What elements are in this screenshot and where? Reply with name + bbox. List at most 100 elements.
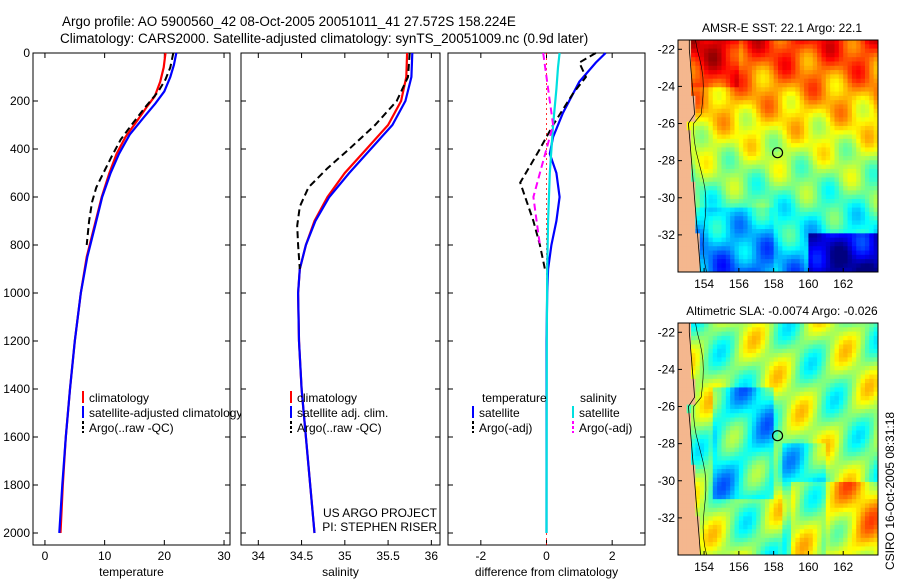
map-cell	[825, 254, 831, 260]
map-cell	[704, 383, 709, 388]
map-cell	[769, 40, 775, 45]
map-cell	[791, 259, 796, 264]
map-cell	[773, 40, 779, 45]
map-cell	[795, 348, 801, 354]
map-cell	[682, 404, 688, 410]
map-cell	[747, 91, 753, 97]
map-cell	[786, 361, 792, 367]
map-cell	[704, 220, 709, 226]
map-cell	[817, 207, 822, 213]
map-cell	[747, 361, 753, 367]
map-cell	[869, 203, 875, 208]
map-cell	[860, 95, 866, 101]
map-cell	[808, 177, 814, 183]
map-cell	[691, 52, 696, 58]
map-cell	[838, 456, 844, 461]
map-cell	[786, 434, 792, 440]
map-cell	[747, 520, 753, 526]
map-cell	[791, 421, 796, 427]
map-cell	[843, 229, 848, 234]
map-cell	[812, 503, 818, 509]
map-cell	[721, 211, 727, 217]
map-cell	[717, 464, 722, 470]
legend-label: Argo(-adj)	[479, 421, 532, 435]
map-cell	[825, 447, 831, 453]
map-cell	[812, 469, 818, 474]
map-cell	[791, 327, 796, 332]
map-cell	[773, 546, 779, 552]
map-cell	[856, 426, 862, 431]
map-cell	[773, 524, 779, 530]
map-cell	[769, 246, 775, 251]
map-cell	[730, 95, 735, 101]
map-cell	[851, 404, 857, 410]
map-cell	[717, 451, 722, 457]
map-cell	[743, 387, 748, 393]
map-cell	[773, 108, 779, 114]
map-cell	[699, 430, 705, 436]
map-cell	[808, 207, 814, 213]
map-cell	[760, 241, 766, 247]
map-cell	[773, 456, 779, 461]
map-cell	[799, 52, 805, 58]
map-cell	[830, 434, 835, 440]
map-cell	[760, 57, 766, 62]
map-cell	[812, 529, 818, 534]
map-frame	[677, 39, 879, 273]
map-cell	[769, 61, 775, 67]
map-cell	[817, 370, 822, 375]
map-cell	[712, 229, 718, 234]
map-cell	[860, 516, 866, 522]
map-cell	[743, 430, 748, 436]
map-cell	[764, 237, 770, 243]
map-cell	[843, 267, 848, 273]
map-cell	[791, 374, 796, 380]
map-cell	[808, 220, 814, 226]
map-cell	[778, 494, 783, 500]
map-cell	[795, 486, 801, 491]
map-cell	[704, 44, 709, 49]
map-cell	[708, 70, 714, 75]
map-cell	[730, 48, 735, 54]
map-cell	[769, 434, 775, 440]
map-cell	[782, 229, 788, 234]
map-cell	[817, 537, 822, 543]
map-cell	[699, 78, 705, 84]
map-cell	[760, 177, 766, 183]
map-cell	[704, 52, 709, 58]
map-cell	[786, 391, 792, 397]
map-cell	[791, 194, 796, 200]
map-cell	[756, 216, 762, 221]
map-cell	[760, 250, 766, 256]
map-cell	[678, 91, 683, 97]
map-cell	[782, 387, 788, 393]
map-cell	[695, 57, 701, 62]
map-cell	[843, 65, 848, 71]
map-cell	[791, 52, 796, 58]
map-cell	[773, 138, 779, 144]
map-cell	[795, 451, 801, 457]
map-cell	[825, 168, 831, 174]
map-cell	[864, 125, 870, 131]
map-cell	[799, 173, 805, 178]
map-cell	[869, 207, 875, 213]
map-cell	[838, 229, 844, 234]
map-cell	[856, 52, 862, 58]
map-cell	[725, 490, 731, 496]
map-cell	[804, 40, 809, 45]
map-cell	[769, 254, 775, 260]
map-cell	[747, 331, 753, 337]
map-cell	[838, 477, 844, 483]
map-cell	[778, 44, 783, 49]
map-cell	[743, 353, 748, 358]
map-cell	[769, 168, 775, 174]
map-cell	[756, 134, 762, 140]
map-cell	[843, 87, 848, 92]
map-cell	[778, 344, 783, 350]
map-cell	[691, 263, 696, 269]
x-tick-label: 36	[425, 549, 439, 563]
map-cell	[751, 421, 757, 427]
map-cell	[838, 160, 844, 165]
map-cell	[678, 486, 683, 491]
